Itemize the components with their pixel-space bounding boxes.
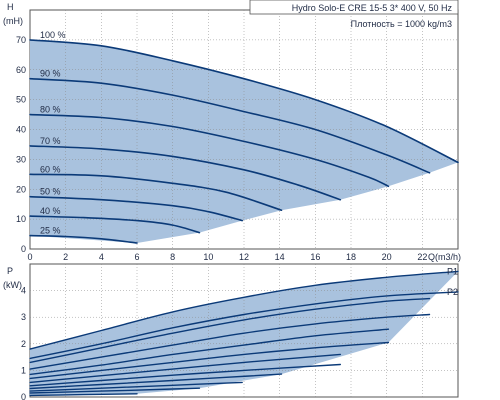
p-y-tick-label: 3 [21, 312, 26, 322]
p-y-tick-label: 0 [21, 392, 26, 400]
power-curve-12 [29, 393, 138, 397]
y-tick-label: 70 [16, 35, 26, 45]
x-axis-name: Q(m3/h) [428, 252, 461, 262]
power-curve-9 [29, 373, 283, 390]
p-axis-name: P [7, 266, 13, 276]
y-tick-label: 60 [16, 65, 26, 75]
power-label-p1: P1 [447, 266, 458, 276]
y-tick-label: 30 [16, 154, 26, 164]
y-tick-label: 0 [21, 244, 26, 254]
head-curve-70 [29, 145, 342, 201]
x-tick-label: 10 [203, 252, 213, 262]
power-curve-4 [29, 313, 431, 370]
head-curve-80 [29, 113, 390, 188]
power-curve-6 [29, 341, 390, 380]
x-tick-label: 14 [275, 252, 285, 262]
y-tick-label: 40 [16, 125, 26, 135]
p-y-tick-label: 4 [21, 286, 26, 296]
power-curve-7 [29, 353, 341, 384]
head-curve-100 [29, 39, 459, 164]
power-curve-10 [29, 381, 243, 392]
info-line-model: Hydro Solo-E CRE 15-5 3* 400 V, 50 Hz [292, 3, 453, 13]
p-axis-unit: (kW) [3, 280, 22, 290]
y-axis-unit: (mH) [3, 16, 23, 26]
head-curve-50 [29, 195, 243, 222]
y-axis-name: H [7, 2, 14, 12]
power-curve-P1 [29, 270, 459, 350]
curve-label-100: 100 % [40, 30, 66, 40]
head-curve-60 [29, 173, 283, 211]
x-tick-label: 16 [310, 252, 320, 262]
y-tick-label: 20 [16, 184, 26, 194]
info-line-density: Плотность = 1000 kg/m3 [351, 19, 452, 29]
head-curve-25 [29, 234, 138, 244]
x-tick-label: 4 [99, 252, 104, 262]
x-tick-label: 20 [382, 252, 392, 262]
p-y-tick-label: 2 [21, 339, 26, 349]
x-tick-label: 0 [27, 252, 32, 262]
x-tick-label: 8 [170, 252, 175, 262]
curve-label-70: 70 % [40, 136, 61, 146]
power-curve-8 [29, 363, 341, 387]
head-curve-90 [29, 77, 431, 174]
head-flow-panel: 100 %90 %80 %70 %60 %50 %40 %25 %0102030… [3, 0, 461, 262]
curve-label-25: 25 % [40, 226, 61, 236]
curve-label-50: 50 % [40, 187, 61, 197]
power-curve-P2 [29, 291, 459, 360]
head-curve-40 [29, 215, 201, 234]
x-tick-label: 22 [417, 252, 427, 262]
power-curve-5 [29, 328, 390, 376]
x-tick-label: 12 [239, 252, 249, 262]
x-tick-label: 18 [346, 252, 356, 262]
curve-label-60: 60 % [40, 164, 61, 174]
info-box [249, 0, 459, 15]
curve-label-80: 80 % [40, 105, 61, 115]
x-tick-label: 2 [63, 252, 68, 262]
y-tick-label: 50 [16, 95, 26, 105]
power-label-p2: P2 [447, 287, 458, 297]
curve-label-90: 90 % [40, 69, 61, 79]
y-tick-label: 10 [16, 214, 26, 224]
power-flow-panel: P1 P2 0 1 2 3 4P (kW) [3, 263, 459, 400]
p-y-tick-label: 1 [21, 365, 26, 375]
power-curve-11 [29, 387, 201, 394]
x-tick-label: 6 [134, 252, 139, 262]
power-curve-3 [29, 297, 431, 364]
curve-label-40: 40 % [40, 206, 61, 216]
